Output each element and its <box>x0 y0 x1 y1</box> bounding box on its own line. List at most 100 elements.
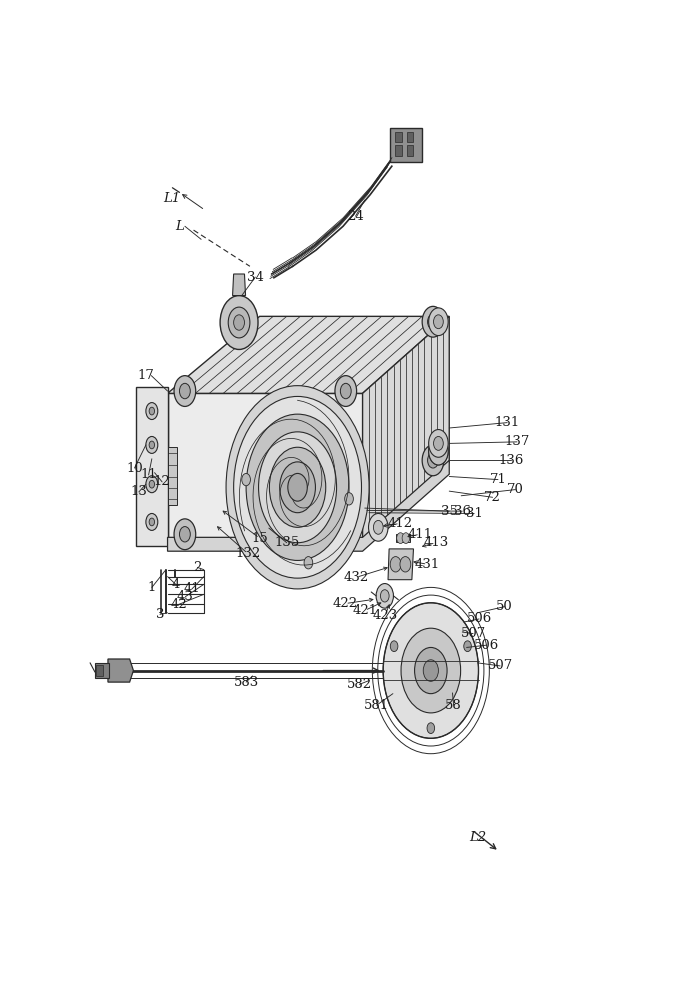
Text: 131: 131 <box>495 416 520 429</box>
Circle shape <box>246 414 349 560</box>
Polygon shape <box>395 145 401 156</box>
Polygon shape <box>395 132 401 142</box>
Text: 12: 12 <box>154 475 171 488</box>
Text: 4: 4 <box>171 578 180 591</box>
Polygon shape <box>96 665 103 676</box>
Text: 432: 432 <box>343 571 368 584</box>
Circle shape <box>233 315 245 330</box>
Text: 31: 31 <box>466 507 482 520</box>
Circle shape <box>428 453 438 468</box>
Circle shape <box>149 407 154 415</box>
Circle shape <box>174 376 196 406</box>
Circle shape <box>146 436 158 453</box>
Text: 41: 41 <box>184 582 201 595</box>
Polygon shape <box>233 274 245 296</box>
Text: 132: 132 <box>235 547 260 560</box>
Text: 136: 136 <box>498 454 524 467</box>
Text: 422: 422 <box>333 597 358 610</box>
Circle shape <box>149 518 154 526</box>
Text: 35: 35 <box>441 505 458 518</box>
Circle shape <box>335 376 356 406</box>
Text: 411: 411 <box>408 528 433 541</box>
Circle shape <box>428 437 448 465</box>
Text: 137: 137 <box>504 435 530 448</box>
Circle shape <box>269 447 326 527</box>
Polygon shape <box>363 316 449 540</box>
Text: 13: 13 <box>131 485 147 498</box>
Circle shape <box>368 513 388 541</box>
Circle shape <box>433 436 443 450</box>
Circle shape <box>422 445 444 476</box>
Polygon shape <box>108 659 134 682</box>
Circle shape <box>334 519 356 550</box>
Text: 506: 506 <box>474 639 499 652</box>
Text: 10: 10 <box>126 462 143 475</box>
Text: L1: L1 <box>163 192 180 205</box>
Circle shape <box>146 403 158 420</box>
Circle shape <box>242 473 250 486</box>
Circle shape <box>345 493 354 505</box>
Circle shape <box>390 557 401 572</box>
Text: 70: 70 <box>507 483 524 496</box>
Circle shape <box>400 557 411 572</box>
Circle shape <box>401 628 461 713</box>
Circle shape <box>339 527 350 542</box>
Circle shape <box>280 462 315 513</box>
Text: 423: 423 <box>372 609 398 622</box>
Circle shape <box>428 437 448 465</box>
Text: 71: 71 <box>489 473 507 486</box>
Text: 135: 135 <box>274 536 299 549</box>
Text: 2: 2 <box>193 561 201 574</box>
Circle shape <box>390 641 398 652</box>
Text: 412: 412 <box>387 517 412 530</box>
Text: 58: 58 <box>445 699 462 712</box>
Text: 413: 413 <box>423 536 448 549</box>
Text: 583: 583 <box>233 676 259 689</box>
Circle shape <box>288 473 308 501</box>
Circle shape <box>233 396 361 578</box>
Circle shape <box>340 383 351 399</box>
Text: 1: 1 <box>147 581 156 594</box>
Text: 11: 11 <box>140 468 157 481</box>
Polygon shape <box>396 534 410 542</box>
Text: 43: 43 <box>177 590 194 603</box>
Polygon shape <box>168 460 449 551</box>
Circle shape <box>180 527 190 542</box>
Text: 72: 72 <box>484 491 501 504</box>
Circle shape <box>373 520 383 534</box>
Circle shape <box>220 296 258 349</box>
Text: 507: 507 <box>487 659 513 672</box>
Circle shape <box>376 584 394 608</box>
Text: L2: L2 <box>469 831 486 844</box>
Polygon shape <box>136 387 168 546</box>
Circle shape <box>146 476 158 493</box>
Circle shape <box>424 660 438 681</box>
Circle shape <box>428 430 448 457</box>
Circle shape <box>428 314 438 329</box>
Text: 36: 36 <box>454 505 470 518</box>
Text: 421: 421 <box>352 604 377 617</box>
Circle shape <box>383 603 479 738</box>
Circle shape <box>422 306 444 337</box>
Polygon shape <box>168 393 363 540</box>
Circle shape <box>463 641 471 652</box>
Circle shape <box>427 723 435 734</box>
Circle shape <box>226 386 369 589</box>
Polygon shape <box>407 145 414 156</box>
Text: 34: 34 <box>247 271 264 284</box>
Polygon shape <box>168 447 177 505</box>
Circle shape <box>259 432 337 543</box>
Circle shape <box>397 533 404 544</box>
Polygon shape <box>388 549 414 580</box>
Circle shape <box>180 383 190 399</box>
Text: 15: 15 <box>251 532 268 545</box>
Circle shape <box>304 557 312 569</box>
Text: 431: 431 <box>415 558 440 571</box>
Circle shape <box>428 308 448 336</box>
Polygon shape <box>407 132 414 142</box>
Circle shape <box>149 480 154 488</box>
Circle shape <box>380 590 389 602</box>
Polygon shape <box>95 663 109 678</box>
Text: 24: 24 <box>347 210 364 223</box>
Text: 17: 17 <box>138 369 154 382</box>
